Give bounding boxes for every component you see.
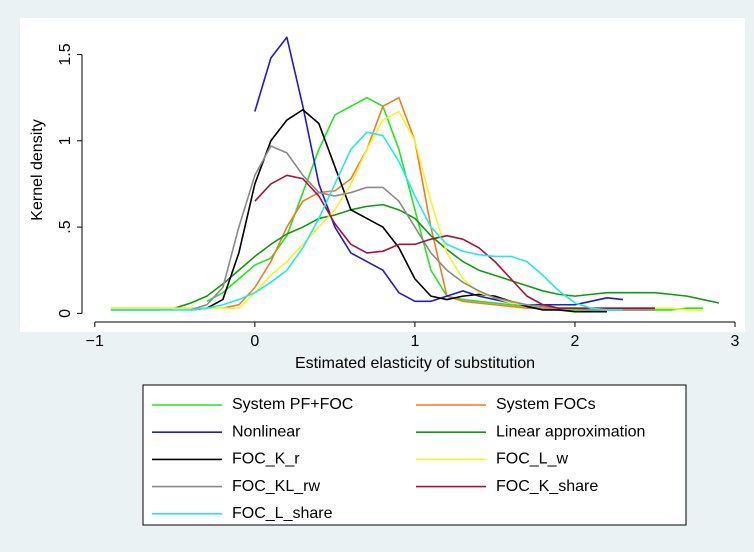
x-tick-label: 3 <box>731 333 740 350</box>
density-line <box>254 174 655 309</box>
legend-label: Nonlinear <box>232 423 301 440</box>
legend-label: System PF+FOC <box>232 396 353 413</box>
legend-label: FOC_L_share <box>232 505 333 522</box>
legend-label: FOC_K_share <box>496 478 598 495</box>
density-line <box>254 36 624 306</box>
density-line <box>110 131 623 311</box>
density-line <box>190 108 607 313</box>
x-axis-title: Estimated elasticity of substitution <box>295 355 535 372</box>
x-tick-label: −1 <box>86 333 104 350</box>
legend-label: System FOCs <box>496 396 596 413</box>
legend-label: FOC_K_r <box>232 451 300 468</box>
y-tick-label: 0 <box>57 309 74 318</box>
y-tick-label: 1.5 <box>57 43 74 65</box>
legend-label: FOC_L_w <box>496 451 568 468</box>
legend-label: Linear approximation <box>496 423 645 440</box>
x-tick-label: 1 <box>410 333 419 350</box>
y-tick-label: 1 <box>57 136 74 145</box>
legend-label: FOC_KL_rw <box>232 478 320 495</box>
x-tick-label: 0 <box>250 333 259 350</box>
legend-box <box>142 384 687 526</box>
density-line <box>110 203 720 311</box>
y-tick-label: .5 <box>57 220 74 233</box>
plot-background <box>20 18 745 332</box>
y-axis-title: Kernel density <box>29 119 46 220</box>
x-tick-label: 2 <box>570 333 579 350</box>
